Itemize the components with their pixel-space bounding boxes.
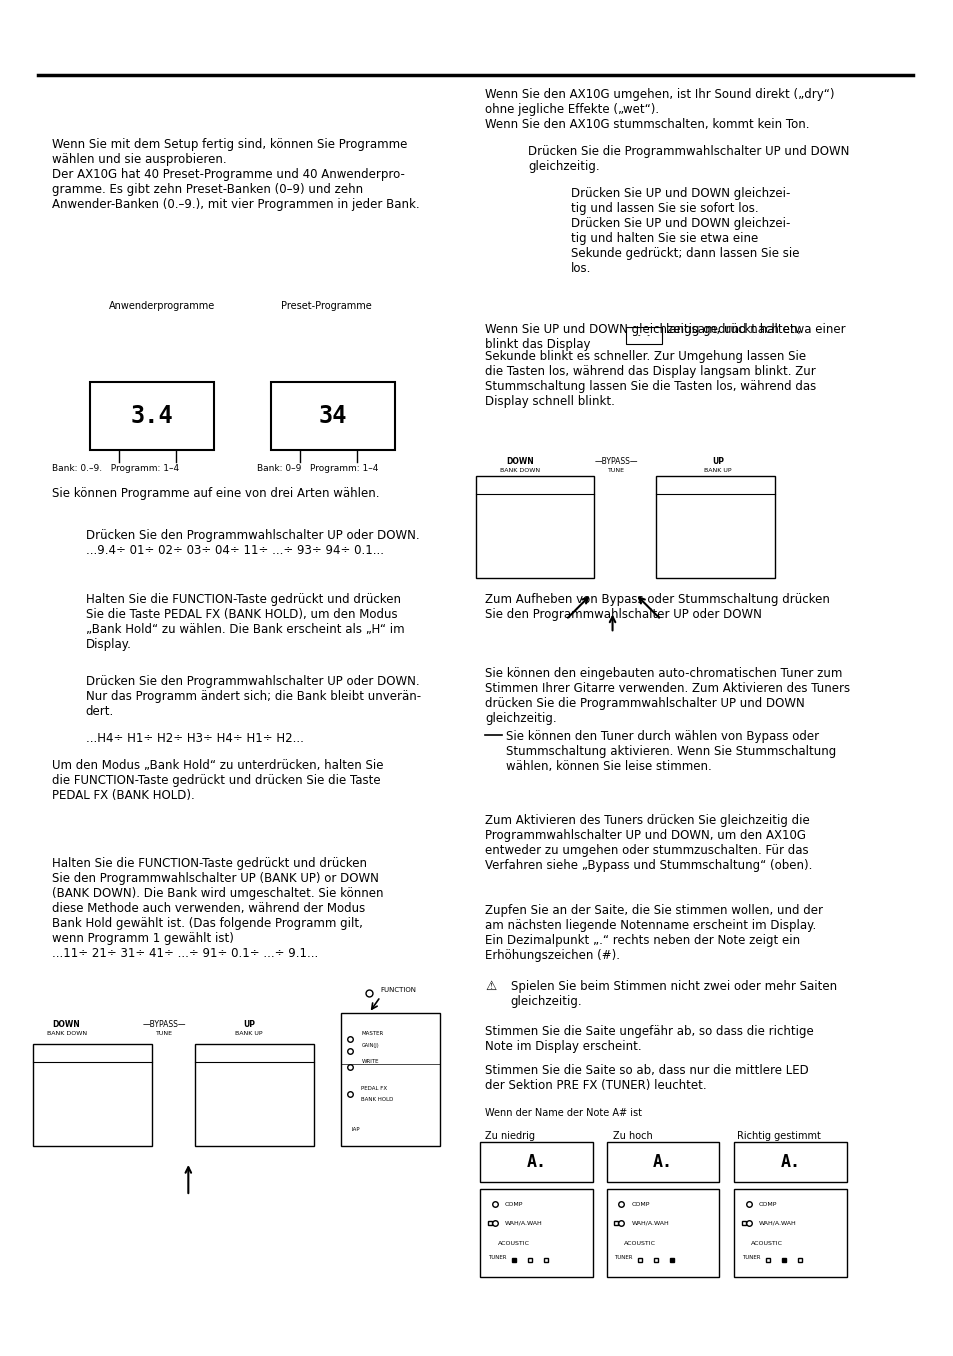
Text: Sekunde blinkt es schneller. Zur Umgehung lassen Sie
die Tasten los, während das: Sekunde blinkt es schneller. Zur Umgehun… — [484, 350, 816, 408]
Text: WAH/A.WAH: WAH/A.WAH — [759, 1220, 796, 1226]
Text: FUNCTION: FUNCTION — [380, 987, 416, 993]
Text: UP: UP — [243, 1020, 255, 1029]
Bar — [606, 1189, 719, 1277]
Text: Wenn Sie den AX10G umgehen, ist Ihr Sound direkt („dry“)
ohne jegliche Effekte (: Wenn Sie den AX10G umgehen, ist Ihr Soun… — [484, 88, 834, 132]
Text: ACOUSTIC: ACOUSTIC — [623, 1241, 656, 1246]
Text: TUNER: TUNER — [614, 1254, 632, 1260]
Bar — [271, 382, 395, 450]
Bar — [625, 327, 661, 344]
Bar — [340, 1013, 440, 1146]
Text: Bank: 0.–9.   Programm: 1–4: Bank: 0.–9. Programm: 1–4 — [52, 464, 179, 473]
Text: TUNER: TUNER — [741, 1254, 760, 1260]
Bar — [734, 1142, 845, 1182]
Text: Richtig gestimmt: Richtig gestimmt — [737, 1131, 821, 1140]
Text: IAP: IAP — [352, 1127, 360, 1132]
Text: Zum Aktivieren des Tuners drücken Sie gleichzeitig die
Programmwahlschalter UP u: Zum Aktivieren des Tuners drücken Sie gl… — [484, 814, 812, 872]
Text: ACOUSTIC: ACOUSTIC — [751, 1241, 782, 1246]
Text: MASTER: MASTER — [361, 1031, 383, 1036]
Text: COMP: COMP — [759, 1201, 777, 1207]
Text: Spielen Sie beim Stimmen nicht zwei oder mehr Saiten
gleichzeitig.: Spielen Sie beim Stimmen nicht zwei oder… — [510, 980, 836, 1009]
Text: 34: 34 — [318, 404, 347, 428]
Bar — [479, 1189, 592, 1277]
Text: BANK DOWN: BANK DOWN — [499, 468, 539, 473]
Text: 3.4: 3.4 — [131, 404, 173, 428]
Text: —BYPASS—: —BYPASS— — [594, 457, 638, 466]
Text: ⚠: ⚠ — [484, 980, 496, 994]
Text: COMP: COMP — [631, 1201, 649, 1207]
Text: BANK UP: BANK UP — [703, 468, 731, 473]
Bar — [91, 382, 213, 450]
Text: DOWN: DOWN — [506, 457, 534, 466]
Text: TUNE: TUNE — [607, 468, 624, 473]
Text: A.: A. — [780, 1153, 800, 1172]
Text: GAIN(J): GAIN(J) — [361, 1043, 378, 1048]
Text: Wenn Sie mit dem Setup fertig sind, können Sie Programme
wählen und sie ausprobi: Wenn Sie mit dem Setup fertig sind, könn… — [52, 138, 419, 212]
Text: Drücken Sie UP und DOWN gleichzei-
tig und lassen Sie sie sofort los.
Drücken Si: Drücken Sie UP und DOWN gleichzei- tig u… — [570, 187, 799, 275]
Text: Drücken Sie den Programmwahlschalter UP oder DOWN.
Nur das Programm ändert sich;: Drücken Sie den Programmwahlschalter UP … — [86, 675, 420, 719]
Text: Stimmen Sie die Saite ungefähr ab, so dass die richtige
Note im Display erschein: Stimmen Sie die Saite ungefähr ab, so da… — [484, 1025, 813, 1054]
Text: DOWN: DOWN — [52, 1020, 80, 1029]
Text: ...H4÷ H1÷ H2÷ H3÷ H4÷ H1÷ H2...: ...H4÷ H1÷ H2÷ H3÷ H4÷ H1÷ H2... — [86, 732, 303, 746]
Text: BANK UP: BANK UP — [235, 1031, 263, 1036]
Text: BANK HOLD: BANK HOLD — [361, 1097, 394, 1102]
Bar — [656, 476, 775, 578]
Bar — [479, 1142, 592, 1182]
Bar — [606, 1142, 719, 1182]
Text: —BYPASS—: —BYPASS— — [143, 1020, 186, 1029]
Text: Sie können Programme auf eine von drei Arten wählen.: Sie können Programme auf eine von drei A… — [52, 487, 379, 500]
Text: PEDAL FX: PEDAL FX — [361, 1086, 387, 1092]
Text: WRITE: WRITE — [361, 1059, 378, 1064]
Text: Anwenderprogramme: Anwenderprogramme — [110, 301, 215, 311]
Bar — [476, 476, 594, 578]
Bar — [194, 1044, 314, 1146]
Text: Sie können den eingebauten auto-chromatischen Tuner zum
Stimmen Ihrer Gitarre ve: Sie können den eingebauten auto-chromati… — [484, 667, 849, 725]
Text: langsam, und nach etwa einer: langsam, und nach etwa einer — [665, 323, 844, 336]
Text: TUNE: TUNE — [156, 1031, 172, 1036]
Text: Halten Sie die FUNCTION-Taste gedrückt und drücken
Sie die Taste PEDAL FX (BANK : Halten Sie die FUNCTION-Taste gedrückt u… — [86, 593, 404, 651]
Text: Drücken Sie die Programmwahlschalter UP und DOWN
gleichzeitig.: Drücken Sie die Programmwahlschalter UP … — [527, 145, 848, 174]
Text: Sie können den Tuner durch wählen von Bypass oder
Stummschaltung aktivieren. Wen: Sie können den Tuner durch wählen von By… — [505, 730, 836, 773]
Text: Um den Modus „Bank Hold“ zu unterdrücken, halten Sie
die FUNCTION-Taste gedrückt: Um den Modus „Bank Hold“ zu unterdrücken… — [52, 759, 383, 803]
Text: A.: A. — [526, 1153, 546, 1172]
Text: Zu hoch: Zu hoch — [613, 1131, 653, 1140]
Text: Zum Aufheben von Bypass oder Stummschaltung drücken
Sie den Programmwahlschalter: Zum Aufheben von Bypass oder Stummschalt… — [484, 593, 829, 621]
Text: Drücken Sie den Programmwahlschalter UP oder DOWN.
...9.4÷ 01÷ 02÷ 03÷ 04÷ 11÷ .: Drücken Sie den Programmwahlschalter UP … — [86, 529, 418, 557]
Text: Wenn der Name der Note A# ist: Wenn der Name der Note A# ist — [484, 1108, 641, 1117]
Text: ACOUSTIC: ACOUSTIC — [497, 1241, 529, 1246]
Text: UP: UP — [711, 457, 723, 466]
Text: - -: - - — [637, 331, 650, 340]
Text: Preset-Programme: Preset-Programme — [280, 301, 371, 311]
Text: A.: A. — [652, 1153, 672, 1172]
Text: Zu niedrig: Zu niedrig — [484, 1131, 535, 1140]
Text: COMP: COMP — [504, 1201, 523, 1207]
Bar — [734, 1189, 845, 1277]
Text: TUNER: TUNER — [487, 1254, 506, 1260]
Text: Stimmen Sie die Saite so ab, dass nur die mittlere LED
der Sektion PRE FX (TUNER: Stimmen Sie die Saite so ab, dass nur di… — [484, 1064, 808, 1093]
Text: Halten Sie die FUNCTION-Taste gedrückt und drücken
Sie den Programmwahlschalter : Halten Sie die FUNCTION-Taste gedrückt u… — [52, 857, 383, 960]
Text: BANK DOWN: BANK DOWN — [47, 1031, 87, 1036]
Bar — [33, 1044, 152, 1146]
Text: WAH/A.WAH: WAH/A.WAH — [504, 1220, 542, 1226]
Text: Wenn Sie UP und DOWN gleichzeitig gedrückt halten,
blinkt das Display: Wenn Sie UP und DOWN gleichzeitig gedrüc… — [484, 323, 801, 351]
Text: Zupfen Sie an der Saite, die Sie stimmen wollen, und der
am nächsten liegende No: Zupfen Sie an der Saite, die Sie stimmen… — [484, 904, 822, 963]
Text: WAH/A.WAH: WAH/A.WAH — [631, 1220, 669, 1226]
Text: Bank: 0–9   Programm: 1–4: Bank: 0–9 Programm: 1–4 — [256, 464, 377, 473]
